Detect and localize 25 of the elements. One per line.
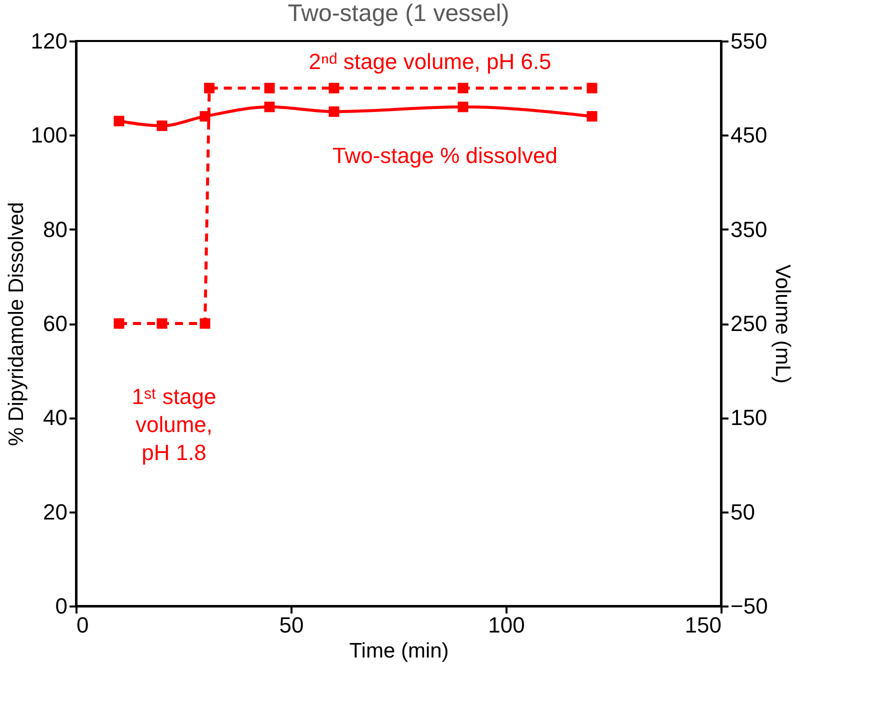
x-axis-title: Time (min) xyxy=(349,640,449,662)
y2-axis-title: Volume (mL) xyxy=(770,264,794,384)
y-tick-label: 0 xyxy=(55,594,68,618)
y-tick-label: 40 xyxy=(43,405,68,430)
y-axis-title: % Dipyridamole Dissolved xyxy=(4,202,28,446)
y2-tick-label: 350 xyxy=(730,216,768,242)
annotation: Two-stage % dissolved xyxy=(332,143,558,168)
chart-title: Two-stage (1 vessel) xyxy=(288,0,510,27)
y2-tick-label: −50 xyxy=(730,594,768,618)
y2-tick-label: 250 xyxy=(730,311,768,336)
x-tick-label: 150 xyxy=(684,612,722,638)
y-tick-label: 120 xyxy=(30,28,68,54)
annotation: 2ⁿᵈ stage volume, pH 6.5 xyxy=(308,49,552,74)
x-tick-label: 50 xyxy=(279,612,304,638)
y-tick-label: 80 xyxy=(43,216,68,242)
y2-tick-label: 450 xyxy=(730,122,768,148)
y-tick-label: 100 xyxy=(30,122,68,148)
y-tick-label: 20 xyxy=(43,499,68,524)
y2-tick-label: 150 xyxy=(730,405,768,430)
annotation: 1ˢᵗ stage volume, pH 1.8 xyxy=(132,384,216,465)
x-tick-label: 100 xyxy=(488,612,525,638)
y-tick-label: 60 xyxy=(43,311,68,336)
y2-tick-label: 50 xyxy=(730,499,755,524)
x-tick-label: 0 xyxy=(76,612,89,638)
y2-tick-label: 550 xyxy=(730,28,768,54)
